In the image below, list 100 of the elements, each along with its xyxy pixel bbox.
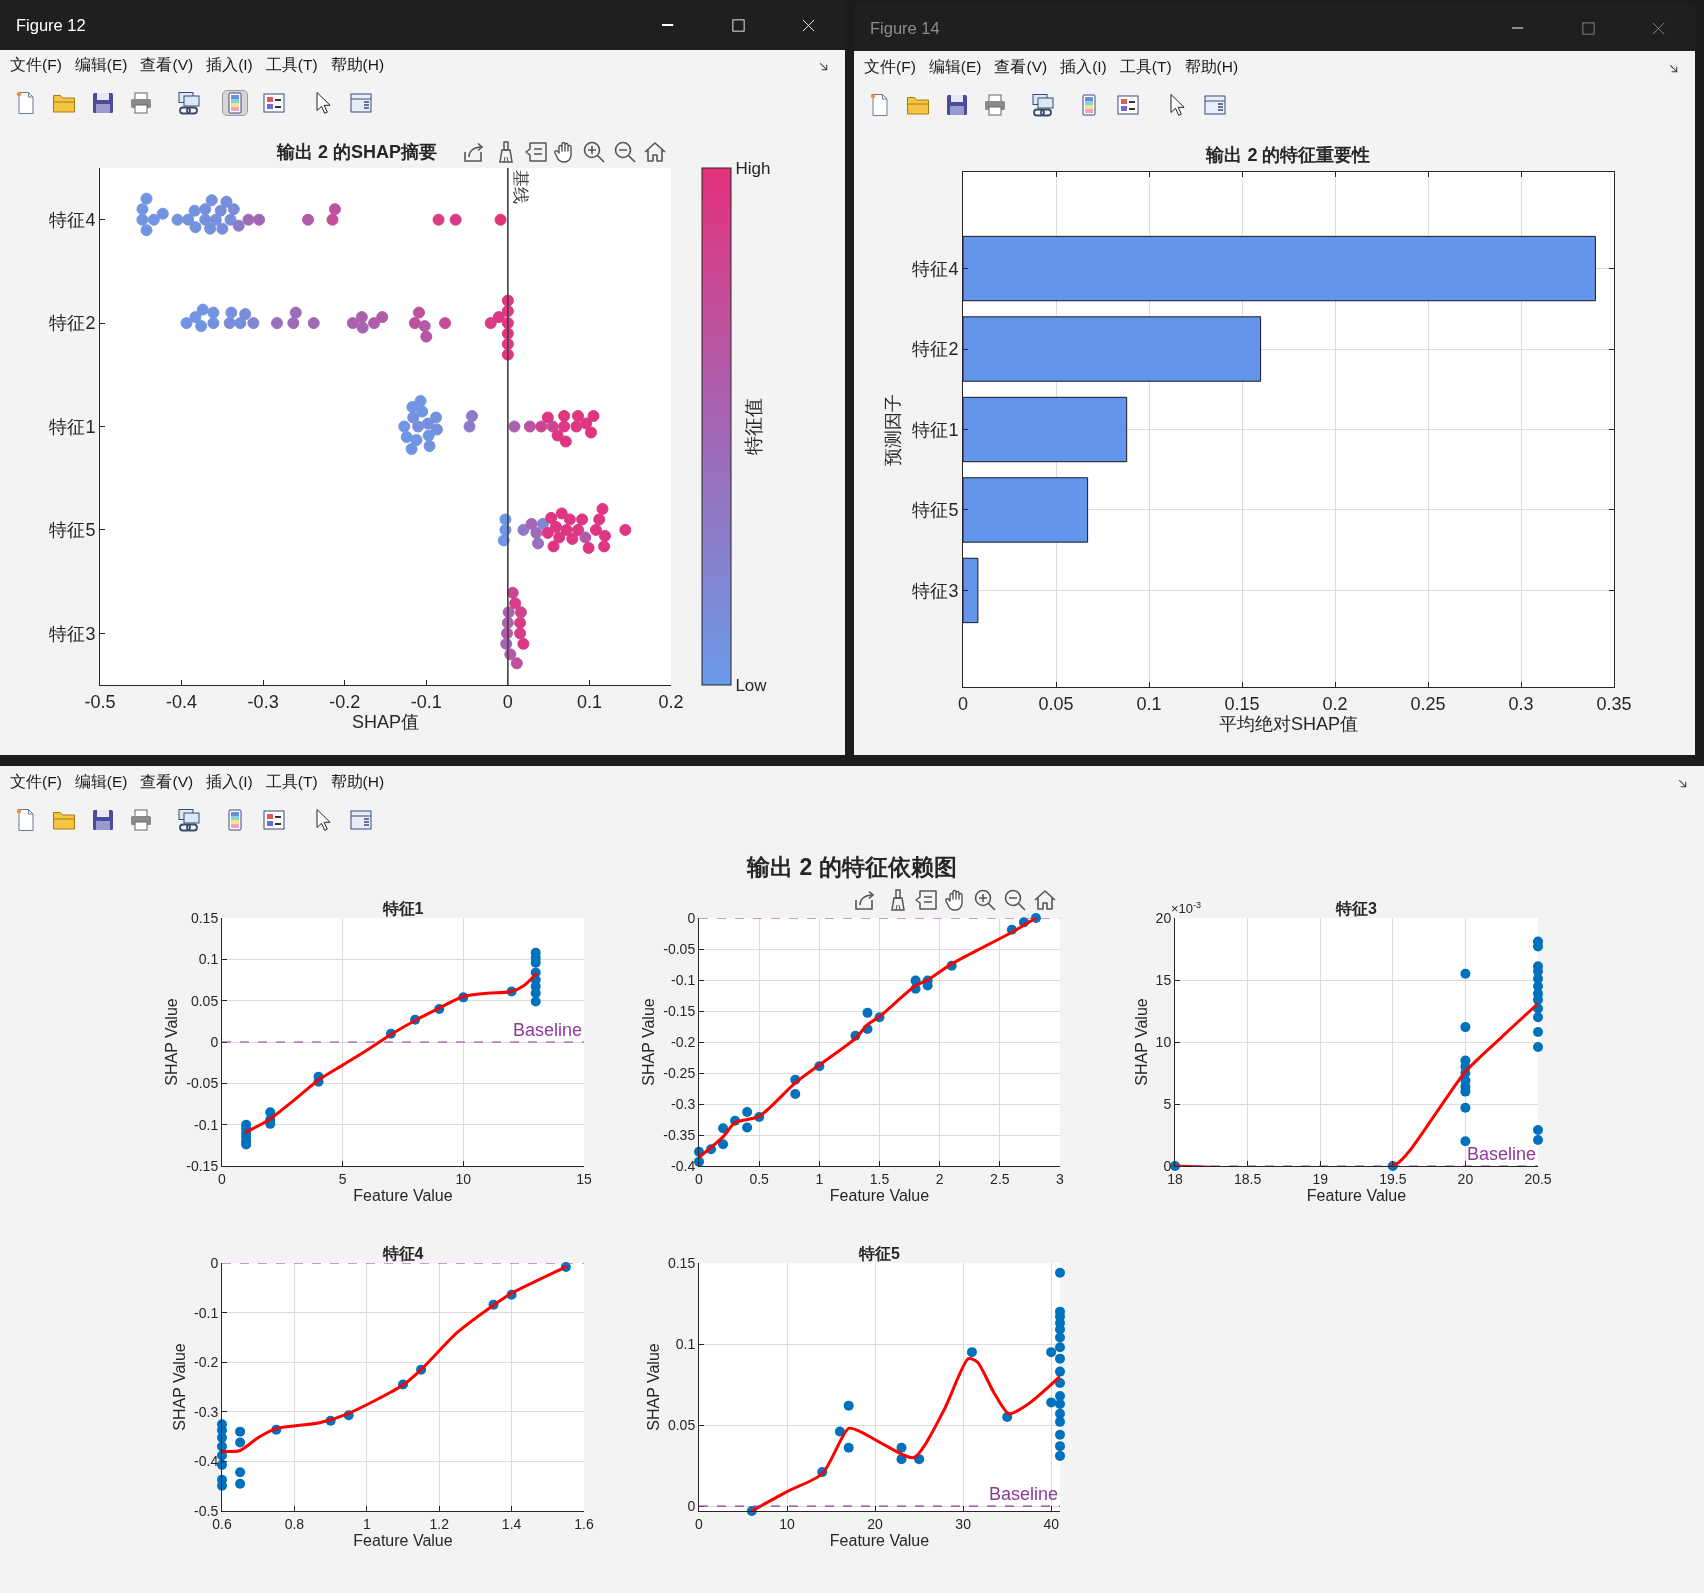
x-tick-label: 3 xyxy=(1056,1170,1065,1187)
x-tick-label: 10 xyxy=(779,1515,796,1532)
x-axis-title: Feature Value xyxy=(353,1187,453,1205)
x-tick-label: 19.5 xyxy=(1379,1170,1407,1187)
y-tick-label: 特征4 xyxy=(49,210,96,230)
y-tick-label: -0.15 xyxy=(663,1002,696,1019)
y-tick-label: 0.15 xyxy=(667,1254,696,1271)
x-tick-label: 1.4 xyxy=(501,1515,522,1532)
ref-line-label: Baseline xyxy=(989,1484,1059,1504)
y-tick-label: -0.3 xyxy=(671,1095,696,1112)
x-tick-label: 5 xyxy=(338,1170,347,1187)
y-axis-title: SHAP Value xyxy=(1132,998,1150,1086)
x-axis-title: SHAP值 xyxy=(351,711,420,732)
y-tick-label: 20 xyxy=(1155,909,1172,926)
x-tick-label: 2 xyxy=(935,1170,944,1187)
chart-title: 输出 2 的SHAP摘要 xyxy=(276,142,438,163)
text: 工具(T) xyxy=(265,55,318,75)
chart-title: 特征1 xyxy=(381,900,424,917)
text: 插入(I) xyxy=(206,55,253,75)
x-tick-label: 1.5 xyxy=(869,1170,890,1187)
x-tick-label: -0.3 xyxy=(247,691,279,712)
x-tick-label: 1 xyxy=(362,1515,371,1532)
ref-line-label: 基线 xyxy=(511,169,531,204)
text: 工具(T) xyxy=(1119,57,1172,77)
text: 查看(V) xyxy=(140,772,194,792)
text: 帮助(H) xyxy=(330,55,385,75)
x-tick-label: 0.8 xyxy=(284,1515,305,1532)
y-tick-label: 0 xyxy=(210,1254,219,1271)
text: 文件(F) xyxy=(10,55,62,75)
y-tick-label: -0.3 xyxy=(194,1403,219,1420)
x-tick-label: 1.6 xyxy=(574,1515,594,1532)
y-tick-label: 特征5 xyxy=(49,520,96,541)
y-tick-label: -0.1 xyxy=(194,1304,219,1321)
chart-title: 特征5 xyxy=(858,1245,901,1262)
ref-line-label: Baseline xyxy=(1467,1144,1537,1164)
x-tick-label: -0.2 xyxy=(329,691,361,712)
x-tick-label: 0.15 xyxy=(1224,693,1260,714)
x-tick-label: 0.2 xyxy=(658,691,684,712)
x-tick-label: 1.2 xyxy=(429,1515,450,1532)
text: Figure 12 xyxy=(16,15,86,36)
x-tick-label: 10 xyxy=(455,1170,472,1187)
color-bar-label: Low xyxy=(735,675,768,695)
text: 输出 2 的特征依赖图 xyxy=(747,853,957,882)
y-tick-label: 0 xyxy=(687,909,696,926)
y-tick-label: 0.05 xyxy=(667,1416,696,1433)
text: 文件(F) xyxy=(864,57,916,77)
x-axis-title: Feature Value xyxy=(353,1532,453,1550)
x-tick-label: 0.35 xyxy=(1596,693,1632,714)
y-tick-label: 特征3 xyxy=(912,580,959,601)
y-tick-label: 特征2 xyxy=(912,339,959,360)
x-tick-label: 0.2 xyxy=(1322,693,1348,714)
text: 编辑(E) xyxy=(74,772,128,792)
x-tick-label: 20 xyxy=(1457,1170,1474,1187)
y-tick-label: 特征4 xyxy=(912,258,959,279)
chart-title: 输出 2 的特征重要性 xyxy=(1205,145,1371,166)
x-tick-label: 20.5 xyxy=(1524,1170,1552,1187)
x-axis-title: 平均绝对SHAP值 xyxy=(1218,713,1359,734)
y-tick-label: 特征1 xyxy=(49,416,96,437)
y-tick-label: -0.35 xyxy=(663,1126,696,1143)
text: 工具(T) xyxy=(265,772,318,792)
color-bar-label: High xyxy=(735,158,771,178)
y-tick-label: 5 xyxy=(1163,1095,1172,1112)
text: Figure 14 xyxy=(870,18,940,39)
x-axis-title: Feature Value xyxy=(829,1532,930,1550)
text: 帮助(H) xyxy=(330,772,385,792)
x-tick-label: 30 xyxy=(955,1515,972,1532)
text: 查看(V) xyxy=(140,55,194,75)
y-tick-label: -0.2 xyxy=(671,1033,696,1050)
x-axis-title: Feature Value xyxy=(829,1187,930,1205)
x-tick-label: 15 xyxy=(576,1170,592,1187)
y-tick-label: 0 xyxy=(687,1498,696,1515)
x-tick-label: 0.05 xyxy=(1038,693,1074,714)
x-tick-label: 20 xyxy=(867,1515,884,1532)
y-tick-label: 0.1 xyxy=(198,951,219,968)
x-tick-label: 40 xyxy=(1043,1515,1060,1532)
y-tick-label: -0.1 xyxy=(671,971,696,988)
y-axis-title: 预测因子 xyxy=(882,393,903,466)
y-tick-label: -0.05 xyxy=(663,940,696,957)
x-tick-label: 0.1 xyxy=(576,691,602,712)
y-axis-title: SHAP Value xyxy=(170,1343,188,1431)
y-tick-label: 15 xyxy=(1155,971,1172,988)
y-axis-title: SHAP Value xyxy=(163,998,181,1086)
x-tick-label: -0.4 xyxy=(166,691,198,712)
chart-title: 特征3 xyxy=(1335,900,1378,917)
y-tick-label: -0.2 xyxy=(194,1354,219,1371)
x-tick-label: 18.5 xyxy=(1233,1170,1262,1187)
y-tick-label: 10 xyxy=(1155,1033,1172,1050)
y-tick-label: 特征1 xyxy=(912,419,959,440)
y-tick-label: 特征3 xyxy=(49,623,96,644)
y-tick-label: 特征2 xyxy=(49,313,96,334)
ref-line-label: Baseline xyxy=(513,1020,583,1040)
text: 插入(I) xyxy=(1060,57,1107,77)
x-tick-label: -0.1 xyxy=(410,691,442,712)
y-tick-label: 特征5 xyxy=(912,500,959,521)
text: 编辑(E) xyxy=(928,57,982,77)
x-tick-label: 19 xyxy=(1312,1170,1329,1187)
text: 查看(V) xyxy=(994,57,1048,77)
color-bar-title: 特征值 xyxy=(743,398,764,455)
x-tick-label: -0.5 xyxy=(84,691,116,712)
chart-title: 特征4 xyxy=(381,1245,424,1262)
